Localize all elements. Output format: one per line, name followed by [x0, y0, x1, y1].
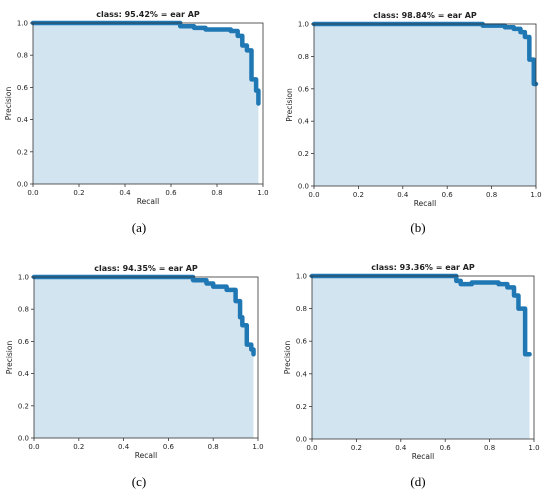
x-tick-label: 0.0: [308, 191, 319, 199]
chart-title-b: class: 98.84% = ear AP: [373, 11, 477, 20]
y-tick-label: 0.6: [18, 338, 30, 346]
x-tick-label: 0.6: [440, 444, 452, 452]
y-tick-label: 1.0: [298, 21, 309, 29]
caption-a: (a): [131, 220, 147, 235]
y-tick-label: 0.8: [17, 52, 28, 60]
axes-frame-b: [313, 23, 537, 187]
chart-title-c: class: 94.35% = ear AP: [94, 264, 198, 273]
y-tick-label: 0.6: [298, 85, 310, 93]
chart-title-a: class: 95.42% = ear AP: [96, 10, 200, 19]
caption-d: (d): [410, 474, 426, 489]
x-tick-label: 1.0: [528, 444, 539, 452]
x-axis-label-b: Recall: [414, 199, 436, 208]
pr-curve-a: [30, 20, 261, 106]
x-tick-label: 0.4: [119, 189, 131, 197]
x-axis-label-c: Recall: [135, 451, 157, 460]
y-tick-label: 0.6: [17, 84, 29, 92]
x-tick-label: 0.2: [353, 191, 364, 199]
pr-area-b: [314, 24, 536, 186]
x-tick-label: 0.6: [163, 443, 175, 451]
y-axis-label-a: Precision: [4, 87, 13, 121]
y-tick-label: 0.0: [298, 183, 309, 191]
y-tick-label: 0.8: [296, 305, 307, 313]
x-axis-label-d: Recall: [412, 452, 434, 461]
x-axis-label-a: Recall: [137, 197, 159, 206]
x-tick-label: 0.0: [28, 443, 39, 451]
x-tick-label: 1.0: [530, 191, 541, 199]
y-tick-label: 1.0: [17, 20, 28, 28]
y-tick-label: 0.6: [296, 338, 308, 346]
x-tick-label: 0.4: [118, 443, 130, 451]
axes-frame-c: [33, 276, 259, 439]
chart-panel-d: 0.0 0.2 0.4 0.6 0.8 1.0 0.0 0.2 0.4 0.6 0.8 1.0 clas…: [283, 263, 540, 461]
x-tick-label: 0.2: [73, 189, 84, 197]
y-tick-label: 0.8: [18, 306, 29, 314]
y-tick-label: 0.0: [18, 435, 29, 443]
y-tick-label: 0.4: [296, 370, 308, 378]
y-tick-label: 1.0: [296, 273, 307, 281]
axes-frame-a: [32, 22, 264, 185]
pr-curve-d: [309, 273, 532, 357]
chart-panel-a: 0.0 0.2 0.4 0.6 0.8 1.0 0.0 0.2 0.4 0.6 0.8 1.0 clas…: [4, 10, 269, 206]
pr-area-c: [34, 277, 254, 438]
y-tick-label: 0.0: [296, 436, 307, 444]
y-tick-label: 0.4: [18, 370, 30, 378]
pr-area-a: [33, 23, 259, 184]
x-tick-label: 0.0: [27, 189, 38, 197]
caption-b: (b): [410, 220, 426, 235]
x-tick-label: 0.0: [306, 444, 317, 452]
y-tick-label: 0.0: [17, 181, 28, 189]
pr-curve-b: [311, 21, 539, 87]
x-tick-label: 0.6: [442, 191, 454, 199]
y-tick-label: 0.2: [298, 150, 309, 158]
chart-panel-c: 0.0 0.2 0.4 0.6 0.8 1.0 0.0 0.2 0.4 0.6 0.8 1.0 clas…: [5, 264, 264, 460]
x-tick-label: 0.8: [484, 444, 495, 452]
caption-c: (c): [131, 474, 147, 489]
x-tick-label: 0.8: [208, 443, 219, 451]
x-tick-label: 0.2: [351, 444, 362, 452]
y-axis-label-b: Precision: [285, 88, 294, 122]
y-axis-label-c: Precision: [5, 341, 14, 375]
x-tick-label: 0.8: [486, 191, 497, 199]
x-tick-label: 0.4: [397, 191, 409, 199]
y-tick-label: 0.4: [298, 118, 310, 126]
y-tick-label: 1.0: [18, 274, 29, 282]
pr-curve-c: [31, 274, 256, 357]
y-tick-label: 0.2: [296, 403, 307, 411]
x-tick-label: 0.4: [395, 444, 407, 452]
chart-title-d: class: 93.36% = ear AP: [371, 263, 475, 272]
y-tick-label: 0.2: [18, 402, 29, 410]
pr-area-d: [312, 276, 530, 439]
y-tick-label: 0.2: [17, 148, 28, 156]
x-tick-label: 0.8: [211, 189, 222, 197]
x-tick-label: 1.0: [257, 189, 268, 197]
y-tick-label: 0.8: [298, 53, 309, 61]
x-tick-label: 1.0: [252, 443, 263, 451]
chart-panel-b: 0.0 0.2 0.4 0.6 0.8 1.0 0.0 0.2 0.4 0.6 0.8 1.0 clas…: [285, 11, 542, 208]
axes-frame-d: [311, 275, 535, 440]
x-tick-label: 0.6: [165, 189, 177, 197]
y-axis-label-d: Precision: [283, 341, 292, 375]
y-tick-label: 0.4: [17, 116, 29, 124]
x-tick-label: 0.2: [73, 443, 84, 451]
